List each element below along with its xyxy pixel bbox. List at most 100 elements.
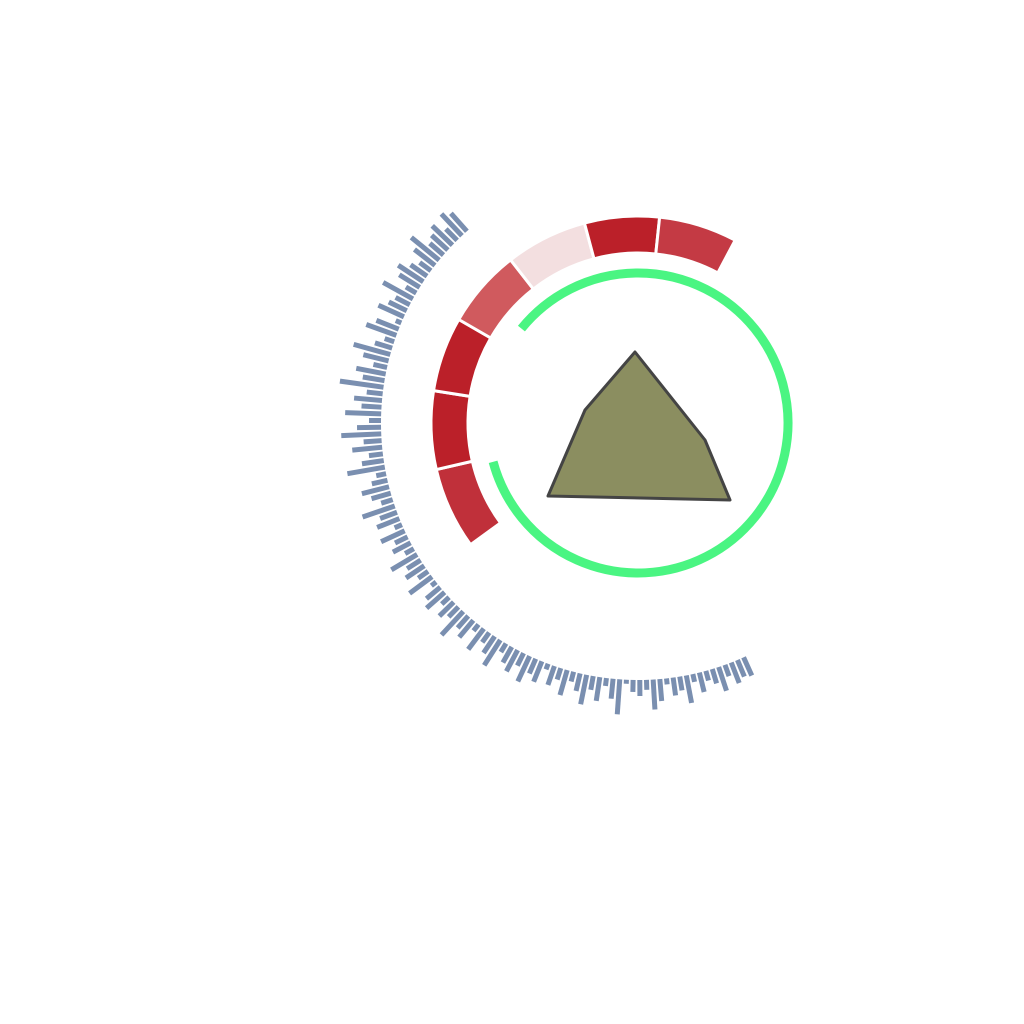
radial-bar: [409, 235, 441, 263]
radial-bar: [363, 438, 382, 445]
radial-bar: [416, 569, 430, 581]
radial-bar: [374, 340, 393, 351]
radial-bar: [387, 299, 408, 314]
radial-bar: [408, 574, 434, 596]
radial-bar: [394, 318, 403, 326]
radial-bar: [381, 280, 415, 302]
radial-bar: [696, 671, 707, 693]
radial-bar: [429, 233, 450, 252]
radial-bar: [608, 678, 616, 699]
radial-bar: [375, 471, 387, 479]
radial-bar: [404, 284, 418, 296]
radial-bar: [531, 660, 545, 683]
radial-bar: [380, 497, 394, 506]
radial-bar: [500, 645, 514, 664]
radial-bar: [709, 668, 720, 685]
radial-bar: [361, 458, 385, 467]
radial-bar: [379, 509, 398, 521]
radial-bar: [396, 263, 425, 284]
radial-bar: [365, 322, 398, 338]
radial-bar: [390, 552, 419, 572]
radial-bar: [588, 675, 596, 691]
radial-bar: [380, 528, 406, 544]
radial-bar: [650, 679, 658, 710]
segment: [429, 388, 475, 472]
radial-bar: [716, 666, 729, 692]
segment: [654, 215, 738, 275]
center-shape: [546, 350, 732, 502]
radial-bar: [722, 663, 732, 677]
radial-bar: [557, 669, 570, 696]
radial-bar: [690, 673, 698, 683]
segment: [434, 459, 503, 547]
radial-bar: [341, 431, 382, 439]
radial-bar: [383, 336, 395, 345]
radial-bar: [677, 676, 685, 691]
radial-bar: [480, 631, 492, 644]
radial-bar: [353, 395, 383, 404]
radial-bar: [449, 211, 469, 233]
radial-bar: [370, 490, 392, 502]
radial-bar: [361, 484, 390, 497]
radial-bar: [543, 662, 551, 671]
radial-bar: [428, 241, 446, 257]
radial-bar: [429, 580, 438, 588]
radial-bar: [457, 618, 476, 639]
radial-bar: [437, 600, 456, 618]
radial-bar: [670, 677, 679, 696]
radial-bar: [614, 679, 623, 715]
radial-bar: [424, 590, 447, 610]
radial-bar: [430, 223, 455, 247]
radial-bar: [554, 667, 564, 681]
radial-bar: [375, 318, 400, 332]
radial-bar: [455, 614, 471, 630]
radial-bar: [578, 674, 590, 705]
radial-bar: [471, 622, 481, 633]
radial-bar: [355, 365, 387, 377]
radial-bar: [366, 389, 383, 397]
radial-bar: [346, 464, 386, 477]
radial-bar: [446, 605, 461, 619]
radial-bar: [481, 634, 497, 655]
radial-bar: [593, 676, 603, 702]
radial-bar: [404, 563, 426, 581]
radial-bar: [504, 648, 520, 673]
radial-bar: [409, 262, 429, 279]
radial-bar: [403, 546, 416, 556]
radial-bar: [728, 661, 742, 684]
radial-bar: [398, 272, 422, 290]
radial-bar: [353, 341, 391, 357]
radial-bar: [515, 652, 526, 667]
radial-bar: [573, 672, 583, 692]
radial-bar: [418, 260, 433, 273]
ring-arc: [488, 268, 793, 578]
radial-bar: [352, 444, 383, 453]
radial-bar: [393, 522, 403, 531]
radial-bar: [664, 678, 670, 685]
radial-bar: [377, 302, 405, 320]
radial-bar: [683, 674, 695, 704]
radial-bar: [362, 374, 385, 384]
radial-bar: [498, 642, 509, 654]
radial-bar: [368, 451, 384, 459]
radial-bar: [444, 227, 459, 243]
radial-bar: [424, 585, 442, 601]
radial-bar: [466, 627, 486, 651]
radial-bar: [657, 678, 665, 702]
radial-bar: [376, 516, 401, 530]
radial-bar: [602, 677, 609, 687]
radial-bar: [362, 352, 390, 364]
radial-bar: [372, 362, 388, 370]
radial-bar: [515, 654, 532, 683]
radial-bar: [371, 477, 389, 487]
radial-bar: [345, 410, 382, 417]
radial-bar: [545, 665, 557, 686]
radial-bar: [394, 295, 411, 308]
radial-bar: [439, 609, 466, 637]
segment: [582, 214, 662, 261]
radial-bar: [339, 378, 384, 390]
radial-bar: [412, 247, 437, 268]
radial-bar: [482, 638, 503, 667]
